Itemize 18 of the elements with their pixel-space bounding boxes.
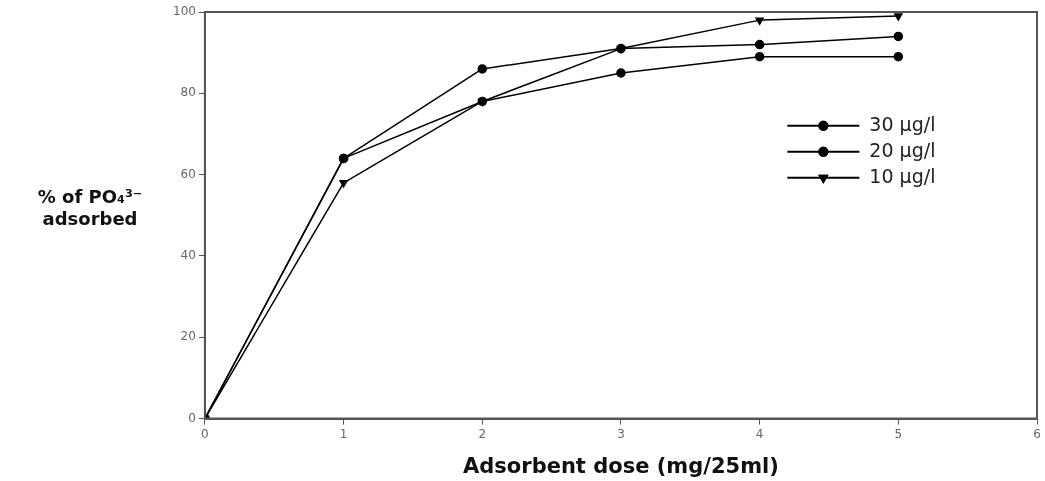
legend-label: 10 µg/l: [869, 164, 936, 187]
legend-label: 20 µg/l: [869, 138, 936, 161]
y-axis-title: % of PO₄³⁻ adsorbed: [37, 185, 143, 229]
legend-label: 30 µg/l: [869, 112, 936, 135]
x-tick-label: 5: [894, 426, 903, 441]
x-tick-label: 0: [201, 426, 209, 441]
x-tick-label: 4: [755, 426, 764, 441]
y-tick-label: 40: [180, 248, 196, 263]
y-tick-label: 20: [180, 329, 196, 344]
y-tick-label: 60: [180, 166, 196, 181]
y-tick-label: 100: [173, 4, 196, 19]
x-axis-title: Adsorbent dose (mg/25ml): [463, 453, 779, 478]
y-tick-label: 0: [188, 410, 196, 425]
x-tick-label: 6: [1033, 426, 1041, 441]
y-tick-label: 80: [180, 85, 196, 100]
x-tick-label: 1: [339, 426, 348, 441]
x-tick-label: 2: [478, 426, 487, 441]
x-tick-label: 3: [617, 426, 625, 441]
